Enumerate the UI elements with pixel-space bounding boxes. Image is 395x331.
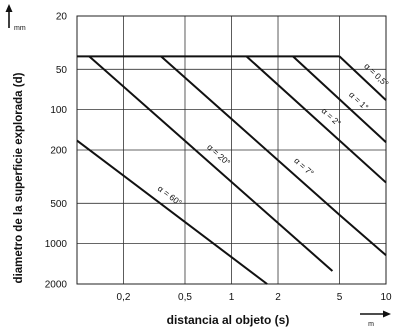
x-tick-label: 0,5 — [178, 292, 192, 303]
plot-frame — [76, 15, 387, 285]
x-tick-label: 0,2 — [117, 292, 131, 303]
y-tick-label: 1000 — [45, 239, 68, 250]
x-axis-arrow — [360, 310, 391, 318]
y-unit-label: mm — [14, 25, 26, 32]
series-line-2 — [245, 55, 387, 184]
series-line-0 — [338, 55, 387, 101]
curve-label: α = 20° — [205, 142, 232, 168]
y-tick-label: 50 — [56, 65, 68, 76]
series-line-5 — [76, 139, 268, 285]
curve-label-group: α = 20° — [205, 142, 232, 168]
x-tick-label: 2 — [275, 292, 281, 303]
curve-label-group: α = 0,5° — [362, 61, 391, 89]
curve-label-group: α = 7° — [292, 155, 316, 178]
curve-label: α = 7° — [292, 155, 316, 178]
x-tick-label: 10 — [380, 292, 392, 303]
y-tick-label: 200 — [50, 146, 67, 157]
y-axis-arrow — [5, 4, 13, 28]
x-tick-label: 5 — [337, 292, 343, 303]
series-line-4 — [88, 55, 334, 272]
y-tick-label: 20 — [56, 12, 68, 23]
x-unit-label: m — [368, 321, 374, 328]
y-tick-label: 100 — [50, 105, 67, 116]
x-tick-label: 1 — [229, 292, 235, 303]
x-axis-title: distancia al objeto (s) — [167, 313, 290, 327]
curves — [76, 55, 387, 285]
y-axis-title: diametro de la superficie explorada (d) — [13, 72, 25, 283]
series-line-3 — [160, 55, 387, 256]
curve-label: α = 0,5° — [362, 61, 391, 89]
y-tick-label: 500 — [50, 199, 67, 210]
series-line-1 — [292, 55, 387, 143]
y-tick-label: 2000 — [45, 280, 68, 291]
tick-labels: 0,2 0,5 1 2 5 10 20 50 100 200 500 1000 2000 — [45, 12, 392, 304]
